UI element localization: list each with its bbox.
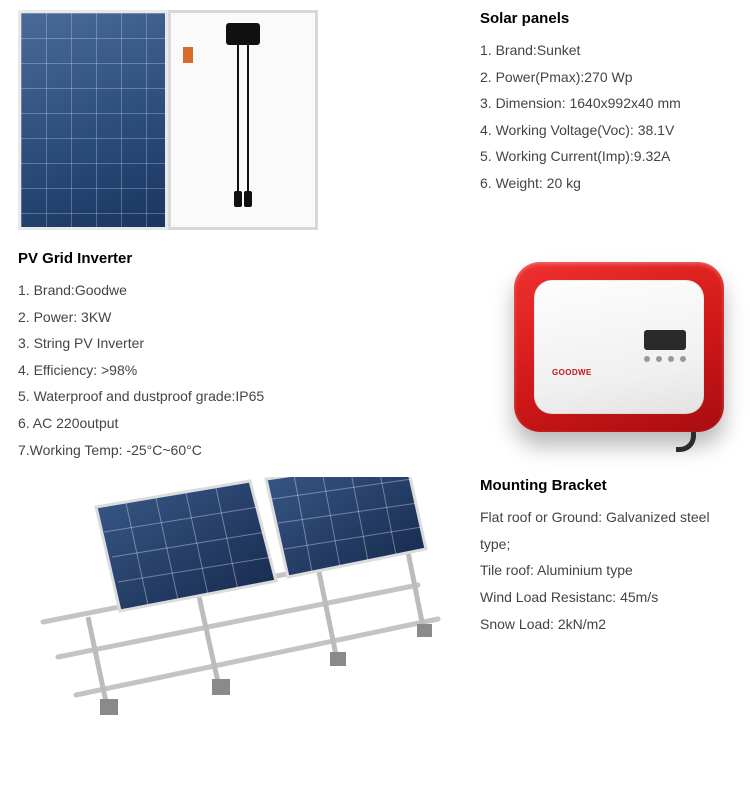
spec-item: 6. Weight: 20 kg [480, 170, 732, 197]
solar-panel-front-icon [18, 10, 168, 230]
inverter-icon: GOODWE [500, 250, 740, 450]
inverter-logo: GOODWE [552, 368, 592, 377]
spec-item: 3. String PV Inverter [18, 330, 460, 357]
mounting-bracket-icon [18, 477, 458, 737]
mounting-specs: Mounting Bracket Flat roof or Ground: Ga… [470, 477, 732, 637]
spec-item: 5. Working Current(Imp):9.32A [480, 143, 732, 170]
spec-item: 1. Brand:Sunket [480, 37, 732, 64]
spec-item: 4. Working Voltage(Voc): 38.1V [480, 117, 732, 144]
spec-item: 7.Working Temp: -25°C~60°C [18, 437, 460, 464]
solar-panel-specs: Solar panels 1. Brand:Sunket 2. Power(Pm… [470, 10, 732, 197]
spec-item: 1. Brand:Goodwe [18, 277, 460, 304]
spec-line: Snow Load: 2kN/m2 [480, 611, 732, 638]
spec-item: 6. AC 220output [18, 410, 460, 437]
spec-line: Wind Load Resistanc: 45m/s [480, 584, 732, 611]
spec-item: 4. Efficiency: >98% [18, 357, 460, 384]
spec-line: Tile roof: Aluminium type [480, 557, 732, 584]
spec-line: Flat roof or Ground: Galvanized steel ty… [480, 504, 732, 557]
inverter-image: GOODWE [470, 250, 740, 450]
mounting-image [18, 477, 470, 737]
mounting-title: Mounting Bracket [480, 477, 732, 494]
spec-item: 2. Power: 3KW [18, 304, 460, 331]
section-inverter: PV Grid Inverter 1. Brand:Goodwe 2. Powe… [0, 240, 750, 473]
inverter-specs: PV Grid Inverter 1. Brand:Goodwe 2. Powe… [18, 250, 470, 463]
solar-panel-title: Solar panels [480, 10, 732, 27]
spec-item: 3. Dimension: 1640x992x40 mm [480, 90, 732, 117]
spec-item: 5. Waterproof and dustproof grade:IP65 [18, 383, 460, 410]
section-solar-panels: Solar panels 1. Brand:Sunket 2. Power(Pm… [0, 0, 750, 240]
inverter-title: PV Grid Inverter [18, 250, 460, 267]
section-mounting: Mounting Bracket Flat roof or Ground: Ga… [0, 473, 750, 747]
spec-item: 2. Power(Pmax):270 Wp [480, 64, 732, 91]
solar-panel-back-icon [168, 10, 318, 230]
solar-panel-image [18, 10, 470, 230]
